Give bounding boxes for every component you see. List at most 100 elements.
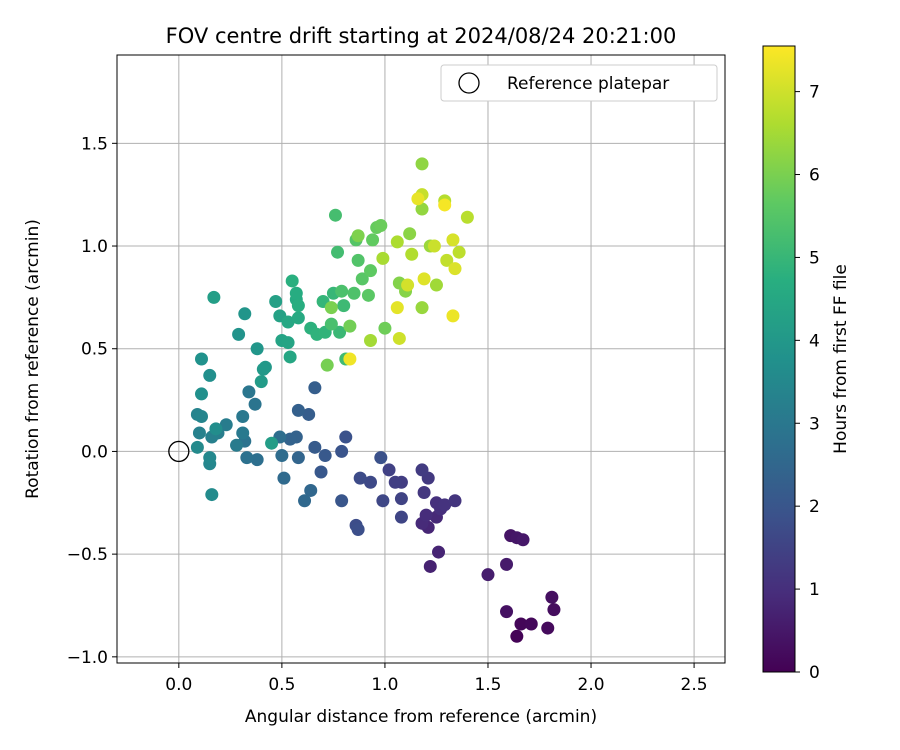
data-point [324, 301, 338, 315]
x-tick-label: 1.0 [371, 675, 398, 695]
colorbar: 0 1 2 3 4 5 6 7 Hours from first FF file [762, 45, 851, 683]
data-point [364, 334, 378, 348]
data-point [448, 494, 462, 508]
data-point [265, 436, 279, 450]
x-tick-label: 0.0 [165, 675, 192, 695]
data-point [190, 440, 204, 454]
data-point [351, 253, 365, 267]
data-point [283, 432, 297, 446]
data-point [337, 299, 351, 313]
colorbar-tick-label: 7 [809, 83, 820, 103]
legend-box [440, 64, 718, 102]
data-point [308, 381, 322, 395]
data-point [524, 617, 538, 631]
data-point [324, 317, 338, 331]
data-point [291, 311, 305, 325]
x-axis-ticks: 0.0 0.5 1.0 1.5 2.0 2.5 [165, 663, 708, 695]
data-point [382, 463, 396, 477]
data-point [269, 294, 283, 308]
y-tick-label: 0.0 [81, 442, 108, 462]
legend-reference-marker [458, 72, 480, 94]
data-point [250, 453, 264, 467]
data-point [415, 301, 429, 315]
colorbar-tick-label: 6 [809, 166, 820, 186]
data-point [236, 426, 250, 440]
data-point [207, 290, 221, 304]
data-point [203, 451, 217, 465]
data-point [366, 233, 380, 247]
data-point [545, 590, 559, 604]
data-point [419, 508, 433, 522]
y-tick-label: 0.5 [81, 340, 108, 360]
colorbar-tick-label: 3 [809, 414, 820, 434]
colorbar-label: Hours from first FF file [831, 264, 851, 454]
data-point [351, 522, 365, 536]
data-point [283, 350, 297, 364]
data-point [510, 629, 524, 643]
data-point [364, 475, 378, 489]
data-point [281, 336, 295, 350]
data-point [291, 299, 305, 313]
colorbar-tick-label: 5 [809, 248, 820, 268]
data-point [219, 418, 233, 432]
grid-lines [117, 55, 725, 663]
data-point [236, 410, 250, 424]
reference-point-marker [168, 440, 190, 463]
data-point [394, 492, 408, 506]
data-point [500, 557, 514, 571]
data-point [308, 440, 322, 454]
data-point [195, 410, 209, 424]
colorbar-tick-label: 1 [809, 580, 820, 600]
x-tick-label: 2.0 [578, 675, 605, 695]
data-point [347, 286, 361, 300]
data-point [289, 286, 303, 300]
data-point [320, 358, 334, 372]
data-point [304, 483, 318, 497]
data-point [514, 617, 528, 631]
data-point [500, 605, 514, 619]
data-point [438, 198, 452, 212]
legend: Reference platepar [440, 64, 718, 102]
x-axis-label: Angular distance from reference (arcmin) [245, 707, 597, 727]
data-point [390, 301, 404, 315]
data-point [403, 227, 417, 241]
colorbar-gradient [762, 45, 796, 673]
data-point [361, 288, 375, 302]
data-point [438, 498, 452, 512]
colorbar-tick-label: 2 [809, 497, 820, 517]
data-point [376, 251, 390, 265]
data-point [432, 545, 446, 559]
reference-marker [168, 440, 190, 463]
data-point [448, 262, 462, 276]
data-point [195, 387, 209, 401]
y-axis-label: Rotation from reference (arcmin) [23, 219, 43, 499]
data-point [446, 309, 460, 323]
data-point [374, 451, 388, 465]
data-point [285, 274, 299, 288]
data-point [446, 233, 460, 247]
data-point [355, 272, 369, 286]
data-point [192, 426, 206, 440]
data-point [401, 278, 415, 292]
data-point [417, 272, 431, 286]
y-tick-label: 1.5 [81, 134, 108, 154]
data-point [195, 352, 209, 366]
data-point [275, 449, 289, 463]
data-point [203, 368, 217, 382]
data-point [388, 475, 402, 489]
data-point [291, 451, 305, 465]
data-point [209, 422, 223, 436]
data-point [378, 321, 392, 335]
data-point [429, 278, 443, 292]
data-point [254, 375, 268, 389]
colorbar-tick-label: 4 [809, 331, 820, 351]
data-point [374, 218, 388, 232]
data-point [318, 449, 332, 463]
data-point [242, 385, 256, 399]
data-point [335, 284, 349, 298]
data-point [423, 559, 437, 573]
data-point [481, 568, 495, 582]
y-tick-label: −1.0 [67, 648, 108, 668]
data-point [541, 621, 555, 635]
